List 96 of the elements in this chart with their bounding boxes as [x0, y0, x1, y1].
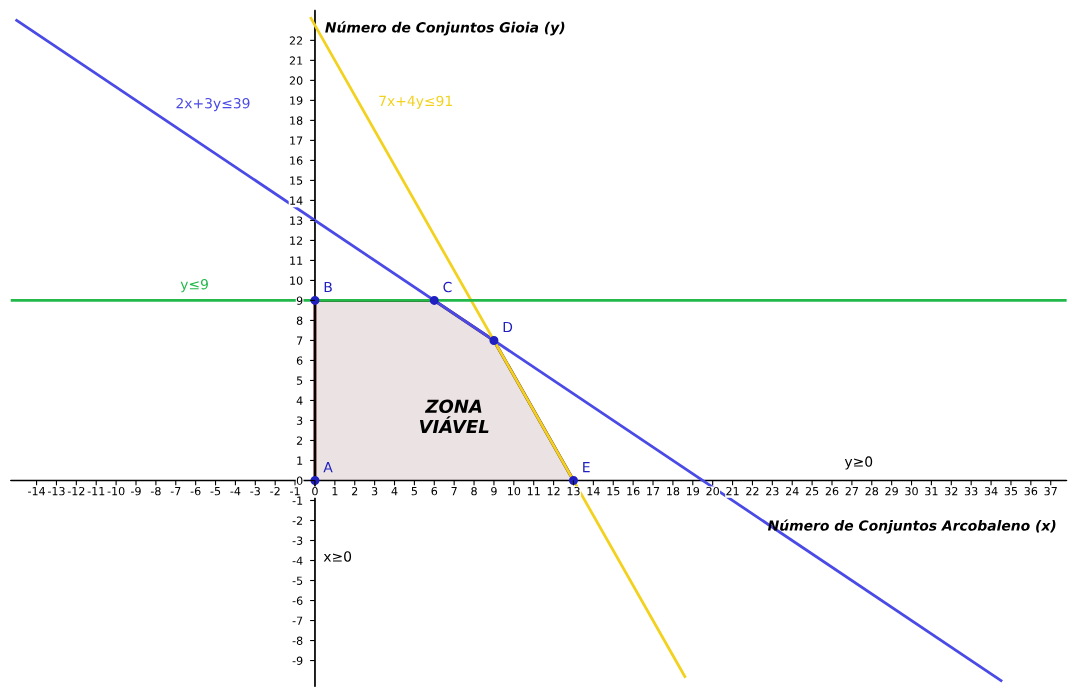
x-tick-label: 5: [411, 487, 417, 496]
y-axis-title: Número de Conjuntos Gioia (y): [325, 21, 565, 36]
x-tick-label: 6: [431, 486, 438, 496]
y-tick-label: 2: [296, 436, 303, 445]
y-tick-label: 11: [290, 256, 303, 265]
data-label: A: [323, 462, 333, 473]
x-tick-label: 9: [491, 486, 497, 496]
x-tick-label: 20: [706, 486, 720, 496]
x-tick-label: -4: [230, 487, 241, 496]
y-tick-label: 19: [290, 96, 303, 105]
series-label: y≤9: [180, 279, 208, 293]
x-tick-label: 3: [371, 486, 378, 496]
x-tick-label: 30: [905, 486, 918, 496]
x-tick-label: 35: [1004, 486, 1018, 496]
y-tick-label: 5: [296, 376, 303, 385]
y-tick-label: -5: [292, 576, 303, 585]
y-tick-label: 17: [290, 136, 303, 145]
x-tick-label: 28: [865, 486, 879, 496]
series-label: 2x+3y≤39: [176, 97, 250, 112]
x-axis-title: Número de Conjuntos Arcobaleno (x): [767, 519, 1056, 534]
x-tick-label: -14: [28, 487, 46, 496]
x-tick-label: 1: [332, 487, 338, 496]
x-tick-label: 27: [845, 486, 858, 496]
x-tick-label: 12: [547, 486, 560, 496]
x-tick-label: 25: [805, 486, 819, 496]
y-tick-label: 10: [290, 276, 303, 285]
x-tick-label: 0: [312, 486, 318, 496]
x-tick-label: -6: [190, 486, 201, 496]
y-tick-label: 22: [289, 36, 303, 45]
x-tick-label: 36: [1024, 486, 1038, 496]
x-tick-label: 8: [471, 486, 477, 496]
y-tick-label: 1: [297, 456, 303, 465]
y-tick-label: -7: [292, 616, 303, 625]
x-tick-label: 19: [686, 486, 700, 496]
y-tick-label: 6: [296, 356, 303, 365]
x-tick-label: -13: [47, 486, 65, 496]
y-tick-label: 12: [290, 236, 303, 245]
x-tick-label: 31: [925, 486, 938, 496]
y-tick-label: 9: [296, 296, 303, 305]
x-tick-label: 21: [726, 486, 739, 496]
y-tick-label: 20: [289, 76, 303, 85]
data-label: E: [583, 462, 590, 473]
x-tick-label: 26: [825, 486, 839, 496]
y-tick-label: 14: [290, 196, 303, 205]
x-tick-label: 37: [1044, 486, 1057, 496]
x-tick-label: 33: [964, 486, 978, 496]
x-tick-label: -8: [150, 486, 161, 496]
y-tick-label: 18: [290, 116, 303, 125]
data-label: D: [503, 321, 513, 333]
x-tick-label: 2: [352, 486, 358, 496]
y-tick-label: 13: [290, 216, 303, 225]
data-label: C: [443, 281, 452, 293]
x-tick-label: 18: [667, 486, 680, 496]
x-tick-label: 10: [507, 486, 521, 496]
x-tick-label: 14: [587, 487, 600, 496]
x-tick-label: 29: [885, 486, 898, 496]
y-tick-label: -9: [292, 656, 303, 665]
x-tick-label: -2: [270, 486, 280, 496]
x-tick-label: -11: [87, 487, 105, 496]
x-tick-label: -3: [250, 486, 260, 496]
y-tick-label: -4: [292, 556, 303, 565]
x-tick-label: 16: [627, 486, 640, 496]
x-tick-label: -9: [131, 486, 141, 496]
x-tick-label: 4: [391, 487, 398, 496]
y-tick-label: 21: [289, 56, 303, 65]
x-tick-label: 13: [567, 486, 580, 496]
ref-line-label: x≥0: [323, 551, 352, 562]
y-tick-label: 3: [296, 416, 303, 425]
x-tick-label: 32: [945, 486, 958, 496]
y-tick-label: -8: [292, 636, 303, 645]
x-tick-label: 22: [746, 486, 759, 496]
y-tick-label: 0: [296, 476, 303, 485]
x-tick-label: 23: [766, 486, 779, 496]
x-tick-label: 17: [647, 487, 660, 496]
x-tick-label: -7: [170, 487, 181, 496]
y-tick-label: -1: [292, 496, 303, 505]
y-tick-label: 4: [296, 396, 303, 405]
x-tick-label: -10: [107, 486, 125, 496]
y-tick-label: 15: [290, 176, 303, 185]
x-tick-label: 7: [451, 487, 457, 496]
x-tick-label: -12: [67, 486, 85, 496]
y-tick-label: 7: [297, 336, 303, 345]
data-label: B: [324, 281, 332, 293]
x-tick-label: 24: [785, 486, 799, 496]
y-tick-label: -3: [292, 536, 303, 545]
x-tick-label: -5: [210, 487, 221, 496]
x-tick-label: 34: [984, 486, 998, 496]
y-tick-label: -6: [292, 596, 303, 605]
y-tick-label: 8: [296, 316, 303, 325]
x-tick-label: 15: [607, 487, 620, 496]
annotation: ZONA VIÁVEL: [419, 399, 489, 434]
ref-line-label: y≥0: [844, 456, 873, 470]
y-tick-label: 16: [290, 156, 303, 165]
x-tick-label: 11: [527, 487, 540, 496]
y-tick-label: -2: [292, 516, 303, 525]
series-label: 7x+4y≤91: [379, 95, 452, 109]
